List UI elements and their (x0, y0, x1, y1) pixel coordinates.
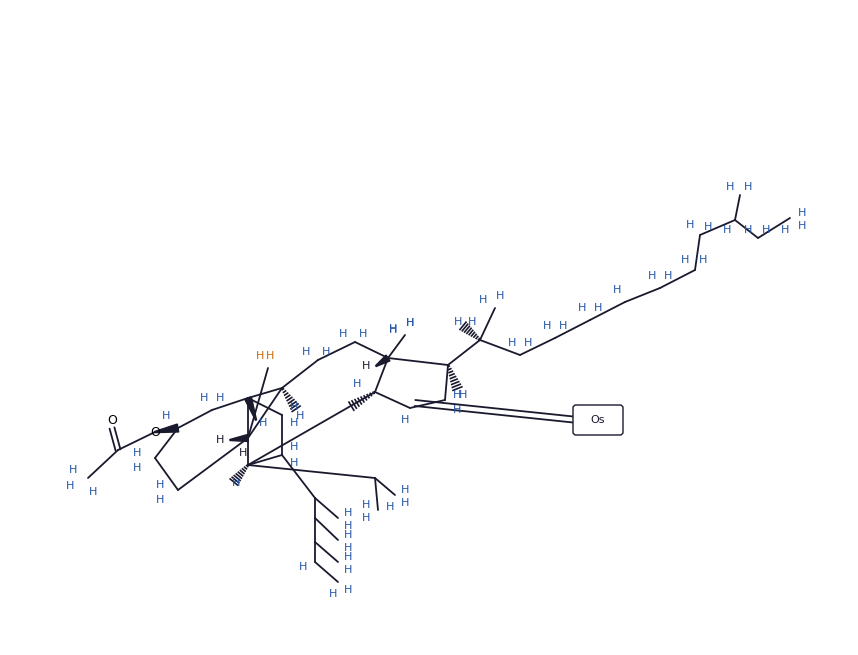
Text: H: H (744, 225, 752, 235)
Polygon shape (245, 397, 257, 420)
Text: H: H (401, 485, 409, 495)
FancyBboxPatch shape (573, 405, 623, 435)
Text: H: H (339, 329, 347, 339)
Text: H: H (524, 338, 532, 348)
Text: H: H (559, 321, 567, 331)
Text: H: H (798, 221, 807, 231)
Text: H: H (613, 285, 621, 295)
Text: H: H (66, 481, 74, 491)
Text: H: H (299, 562, 307, 572)
Text: H: H (577, 303, 586, 313)
Text: H: H (344, 543, 352, 553)
Polygon shape (376, 355, 390, 366)
Text: H: H (664, 271, 672, 281)
Text: H: H (353, 379, 361, 389)
Text: H: H (133, 463, 142, 473)
Text: H: H (359, 329, 367, 339)
Text: H: H (344, 530, 352, 540)
Text: H: H (496, 291, 505, 301)
Text: H: H (389, 325, 397, 335)
Text: H: H (744, 182, 752, 192)
Text: H: H (290, 442, 299, 452)
Text: O: O (107, 413, 117, 426)
Text: H: H (344, 565, 352, 575)
Text: H: H (401, 415, 409, 425)
Text: H: H (362, 513, 370, 523)
Text: H: H (232, 478, 240, 488)
Text: H: H (648, 271, 656, 281)
Text: H: H (459, 390, 468, 400)
Text: H: H (344, 552, 352, 562)
Text: H: H (89, 487, 97, 497)
Polygon shape (230, 434, 248, 441)
Text: H: H (239, 448, 247, 458)
Text: H: H (362, 500, 370, 510)
Text: H: H (290, 458, 299, 468)
Text: H: H (798, 208, 807, 218)
Text: H: H (468, 317, 476, 327)
Text: H: H (344, 585, 352, 595)
Text: H: H (454, 317, 462, 327)
Text: H: H (266, 351, 275, 361)
Text: H: H (680, 255, 689, 265)
Text: H: H (133, 448, 142, 458)
Text: H: H (200, 393, 208, 403)
Text: H: H (256, 351, 264, 361)
Text: H: H (401, 498, 409, 508)
Text: Os: Os (591, 415, 605, 425)
Text: H: H (781, 225, 789, 235)
Text: H: H (543, 321, 551, 331)
Text: H: H (69, 465, 77, 475)
Text: H: H (686, 220, 694, 230)
Text: H: H (296, 411, 305, 421)
Text: H: H (722, 225, 731, 235)
Text: H: H (704, 222, 712, 232)
Text: H: H (329, 589, 337, 599)
Text: H: H (156, 480, 164, 490)
Text: H: H (216, 393, 224, 403)
Text: H: H (344, 521, 352, 531)
Text: H: H (762, 225, 770, 235)
Text: H: H (386, 502, 394, 512)
Text: H: H (453, 405, 462, 415)
Text: H: H (156, 495, 164, 505)
Text: O: O (150, 426, 160, 438)
Text: H: H (726, 182, 734, 192)
Polygon shape (155, 424, 178, 432)
Text: H: H (259, 418, 267, 428)
Text: H: H (479, 295, 487, 305)
Text: H: H (594, 303, 602, 313)
Text: H: H (362, 361, 370, 371)
Text: H: H (344, 508, 352, 518)
Text: H: H (453, 390, 462, 400)
Text: H: H (216, 435, 224, 445)
Text: H: H (406, 318, 414, 328)
Text: H: H (508, 338, 517, 348)
Text: H: H (698, 255, 707, 265)
Text: H: H (290, 418, 299, 428)
Text: H: H (302, 347, 311, 357)
Text: H: H (290, 402, 299, 412)
Text: H: H (162, 411, 170, 421)
Text: H: H (389, 324, 397, 334)
Text: H: H (406, 318, 414, 328)
Text: H: H (322, 347, 330, 357)
